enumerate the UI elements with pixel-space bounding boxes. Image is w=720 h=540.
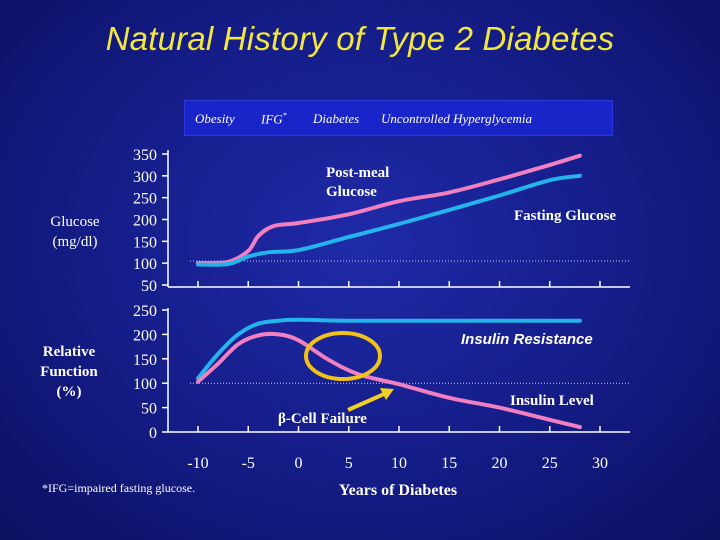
x-tick-label: -10 [187,455,208,472]
bottom-y-tick-label: 200 [133,327,157,344]
stage-obesity: Obesity [195,111,235,126]
post-meal-glucose-label-line1: Post-meal [326,165,389,181]
relative-function-label-line2: Function [40,364,98,380]
bottom-series [196,317,582,430]
beta-cell-failure-arrow [347,392,385,412]
beta-cell-failure-label: β-Cell Failure [278,411,367,427]
glucose-axis-label: Glucose (mg/dl) [30,212,120,252]
x-tick-label: -5 [242,455,255,472]
beta-cell-failure-text: -Cell Failure [286,411,367,427]
series-line-fasting-glucose [196,173,582,267]
x-tick-label: 0 [295,455,303,472]
glucose-axis-label-line1: Glucose [50,214,100,230]
page-title: Natural History of Type 2 Diabetes [105,20,615,57]
bottom-y-tick-label: 100 [133,376,157,393]
top-y-tick-label: 250 [133,191,157,208]
x-tick-label: 20 [492,455,508,472]
x-tick-label: 10 [391,455,407,472]
top-y-tick-label: 200 [133,213,157,230]
bottom-y-ticks: 250 200 150 100 50 0 [133,303,168,442]
top-y-tick-label: 300 [133,169,157,186]
beta-cell-failure-circle [304,331,382,381]
x-tick-label: 25 [542,455,558,472]
post-meal-glucose-label-line2: Glucose [326,184,377,200]
x-tick-label: 30 [592,455,608,472]
relative-function-label-line3: (%) [56,384,82,400]
top-y-tick-label: 50 [141,278,157,295]
stage-diabetes: Diabetes [313,111,360,126]
insulin-resistance-label: Insulin Resistance [461,331,593,348]
top-y-tick-label: 100 [133,256,157,273]
footnote: *IFG=impaired fasting glucose. [42,481,196,495]
top-x-ticks [197,281,601,287]
bottom-y-tick-label: 250 [133,303,157,320]
stage-ifg: IFG* [261,111,287,127]
series-line-insulin-level [196,331,582,430]
fasting-glucose-label: Fasting Glucose [514,208,616,224]
top-y-tick-label: 150 [133,234,157,251]
stage-uncontrolled-hyperglycemia: Uncontrolled Hyperglycemia [381,111,533,126]
x-axis-title: Years of Diabetes [339,482,457,499]
top-series [196,153,582,267]
bottom-x-ticks: -10 -5 0 5 10 15 20 25 30 [187,426,608,472]
x-tick-label: 5 [345,455,353,472]
bottom-y-tick-label: 150 [133,352,157,369]
stage-ifg-label: IFG [261,111,283,127]
disease-stage-bar: Obesity IFG* Diabetes Uncontrolled Hyper… [184,100,613,136]
stage-ifg-footnote-mark: * [282,111,287,120]
bottom-y-tick-label: 50 [141,401,157,418]
relative-function-axis-label: Relative Function (%) [24,342,114,402]
series-line-post-meal-glucose [196,153,582,266]
glucose-axis-label-line2: (mg/dl) [52,234,98,250]
beta-symbol: β [278,411,286,427]
series-line-insulin-resistance [196,317,582,381]
bottom-y-tick-label: 0 [149,425,157,442]
top-y-ticks: 350 300 250 200 150 100 50 [133,147,168,295]
relative-function-label-line1: Relative [42,344,96,360]
insulin-level-label: Insulin Level [510,393,594,409]
beta-cell-failure-arrowhead [380,388,394,400]
top-y-tick-label: 350 [133,147,157,164]
x-tick-label: 15 [441,455,457,472]
